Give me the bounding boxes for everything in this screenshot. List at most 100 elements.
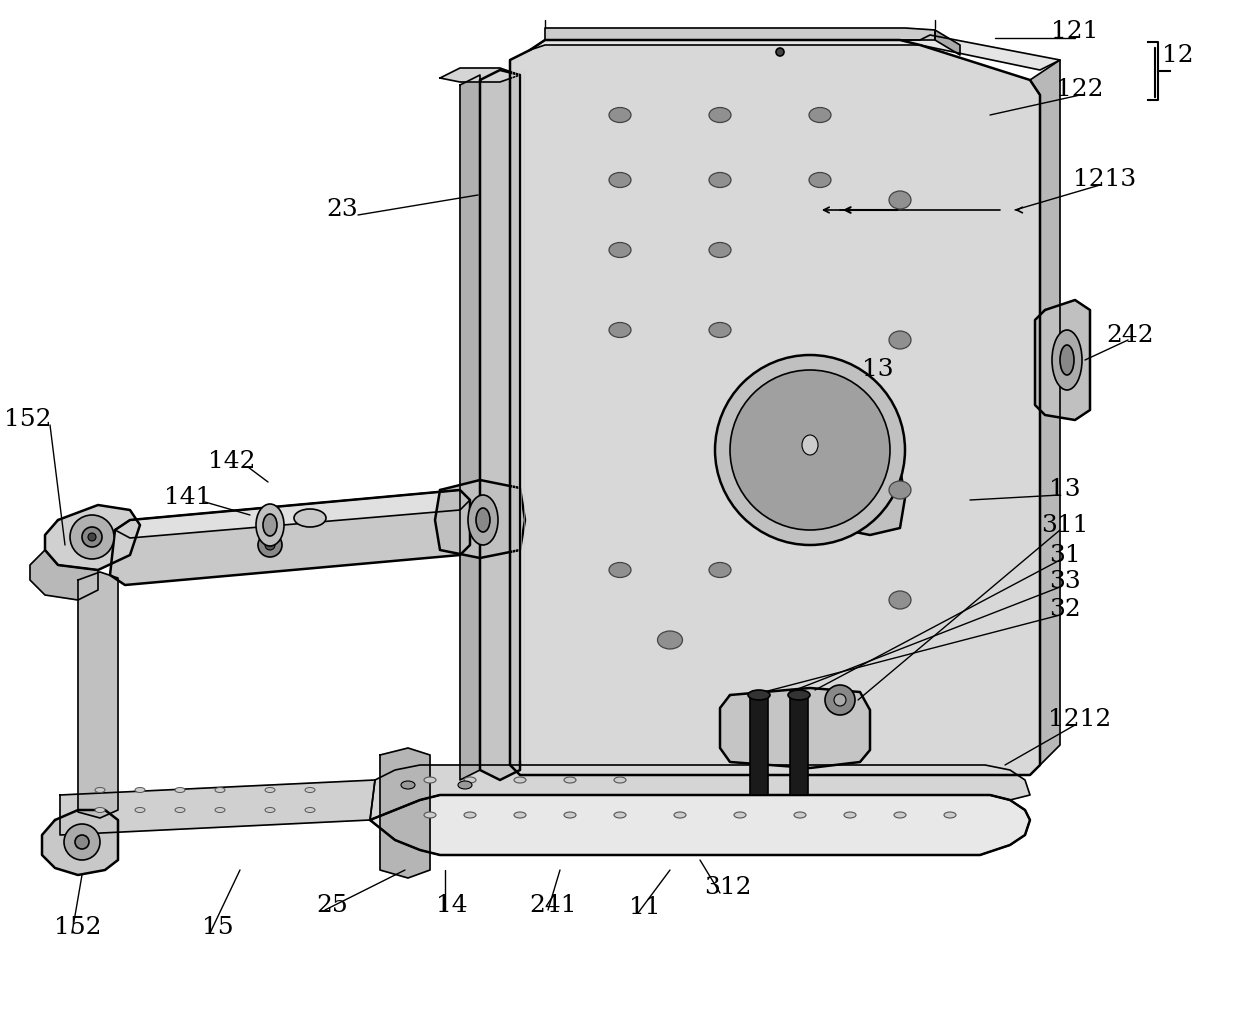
Ellipse shape — [944, 812, 956, 818]
Text: 141: 141 — [165, 487, 212, 509]
Ellipse shape — [889, 481, 911, 499]
Ellipse shape — [1060, 345, 1074, 375]
Polygon shape — [440, 68, 520, 82]
Ellipse shape — [464, 812, 476, 818]
Ellipse shape — [894, 812, 906, 818]
Ellipse shape — [305, 787, 315, 792]
Ellipse shape — [808, 107, 831, 122]
Circle shape — [88, 533, 95, 541]
Ellipse shape — [305, 808, 315, 813]
Ellipse shape — [889, 331, 911, 349]
Polygon shape — [460, 75, 480, 780]
Ellipse shape — [458, 781, 472, 789]
Ellipse shape — [657, 631, 682, 649]
Ellipse shape — [476, 508, 490, 532]
Ellipse shape — [464, 777, 476, 783]
Text: 241: 241 — [529, 893, 577, 917]
Ellipse shape — [515, 777, 526, 783]
Ellipse shape — [135, 808, 145, 813]
Ellipse shape — [609, 243, 631, 257]
Text: 122: 122 — [1056, 78, 1104, 102]
Text: 242: 242 — [1106, 323, 1153, 347]
Text: 311: 311 — [1042, 513, 1089, 536]
Ellipse shape — [175, 808, 185, 813]
Polygon shape — [30, 549, 98, 600]
Polygon shape — [370, 795, 1030, 855]
Ellipse shape — [609, 563, 631, 577]
Text: 1213: 1213 — [1074, 169, 1137, 191]
Text: 32: 32 — [1049, 599, 1081, 622]
Polygon shape — [78, 572, 118, 818]
Ellipse shape — [609, 107, 631, 122]
Polygon shape — [529, 35, 1060, 70]
Polygon shape — [435, 480, 525, 558]
Bar — [790, 695, 808, 795]
Ellipse shape — [709, 563, 732, 577]
Text: 152: 152 — [55, 917, 102, 939]
Ellipse shape — [794, 812, 806, 818]
Text: 25: 25 — [316, 893, 348, 917]
Ellipse shape — [709, 243, 732, 257]
Text: 23: 23 — [326, 199, 358, 221]
Ellipse shape — [564, 777, 577, 783]
Ellipse shape — [709, 173, 732, 187]
Ellipse shape — [467, 495, 498, 545]
Polygon shape — [115, 490, 470, 538]
Polygon shape — [546, 28, 935, 40]
Ellipse shape — [95, 808, 105, 813]
Text: 13: 13 — [862, 358, 894, 382]
Circle shape — [258, 533, 281, 557]
Ellipse shape — [1052, 330, 1083, 390]
Text: 31: 31 — [1049, 543, 1081, 567]
Ellipse shape — [808, 173, 831, 187]
Ellipse shape — [675, 812, 686, 818]
Circle shape — [776, 48, 784, 56]
Text: 14: 14 — [436, 893, 467, 917]
Ellipse shape — [748, 690, 770, 700]
Text: 33: 33 — [1049, 570, 1081, 594]
Ellipse shape — [401, 781, 415, 789]
Ellipse shape — [609, 173, 631, 187]
Polygon shape — [720, 688, 870, 768]
Circle shape — [64, 824, 100, 860]
Polygon shape — [60, 780, 374, 835]
Ellipse shape — [175, 787, 185, 792]
Ellipse shape — [614, 777, 626, 783]
Polygon shape — [935, 30, 960, 55]
Ellipse shape — [889, 191, 911, 209]
Circle shape — [825, 685, 856, 715]
Text: 142: 142 — [208, 451, 255, 473]
Circle shape — [82, 527, 102, 547]
Ellipse shape — [135, 787, 145, 792]
Ellipse shape — [255, 504, 284, 546]
Ellipse shape — [95, 787, 105, 792]
Ellipse shape — [889, 591, 911, 609]
Ellipse shape — [844, 812, 856, 818]
Polygon shape — [830, 462, 905, 535]
Polygon shape — [1030, 60, 1060, 765]
Ellipse shape — [734, 812, 746, 818]
Ellipse shape — [265, 808, 275, 813]
Polygon shape — [379, 748, 430, 878]
Text: 15: 15 — [202, 917, 234, 939]
Polygon shape — [42, 810, 118, 875]
Text: 11: 11 — [629, 896, 661, 920]
Ellipse shape — [709, 107, 732, 122]
Circle shape — [69, 514, 114, 559]
Text: 121: 121 — [1052, 21, 1099, 43]
Bar — [750, 695, 768, 795]
Circle shape — [715, 355, 905, 545]
Ellipse shape — [263, 514, 277, 536]
Text: 13: 13 — [1049, 478, 1081, 501]
Ellipse shape — [424, 777, 436, 783]
Text: 1212: 1212 — [1048, 709, 1111, 732]
Ellipse shape — [294, 509, 326, 527]
Circle shape — [74, 835, 89, 849]
Circle shape — [835, 694, 846, 706]
Ellipse shape — [215, 787, 224, 792]
Ellipse shape — [564, 812, 577, 818]
Ellipse shape — [614, 812, 626, 818]
Polygon shape — [1035, 300, 1090, 420]
Polygon shape — [110, 490, 470, 586]
Ellipse shape — [709, 322, 732, 338]
